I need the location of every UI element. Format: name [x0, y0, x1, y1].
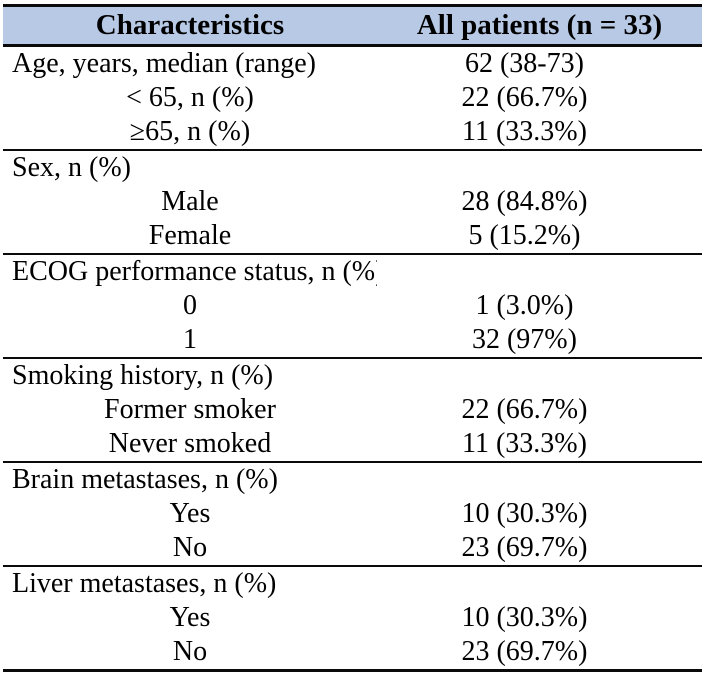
row-value: 62 (38-73) — [464, 48, 584, 79]
row-value: 22 (66.7%) — [461, 394, 588, 425]
row-label: ECOG performance status, n (%) — [3, 253, 377, 289]
row-value: 32 (97%) — [471, 324, 577, 355]
row-label: ≥65, n (%) — [129, 116, 251, 147]
row-label: Liver metastases, n (%) — [3, 565, 377, 601]
row-label: Age, years, median (range) — [12, 48, 316, 79]
row-value: 23 (69.7%) — [376, 635, 702, 672]
table-row: ECOG performance status, n (%) — [3, 253, 702, 289]
row-value: 10 (30.3%) — [461, 498, 588, 529]
table-body: Age, years, median (range) 62 (38-73) < 65… — [3, 46, 702, 672]
table-row: Never smoked 11 (33.3%) — [3, 427, 702, 462]
table-row: Sex, n (%) — [3, 149, 702, 185]
row-label: < 65, n (%) — [126, 82, 254, 113]
table-header: Characteristics All patients (n = 33) — [3, 4, 702, 47]
row-label: Yes — [169, 602, 211, 633]
row-value: 11 (33.3%) — [462, 428, 587, 459]
row-value: 1 (3.0%) — [475, 290, 574, 321]
row-value — [376, 149, 702, 185]
row-label: 1 — [182, 324, 197, 355]
row-label: Female — [148, 220, 232, 251]
row-value — [376, 461, 702, 497]
row-value: 11 (33.3%) — [462, 116, 587, 147]
table-row: No 23 (69.7%) — [3, 635, 702, 672]
row-value: 5 (15.2%) — [468, 220, 581, 251]
row-label: Sex, n (%) — [3, 149, 377, 185]
row-label: 0 — [182, 290, 197, 321]
table-row: No 23 (69.7%) — [3, 531, 702, 566]
characteristics-table: Characteristics All patients (n = 33) Ag… — [3, 4, 702, 672]
table-row: Smoking history, n (%) — [3, 357, 702, 393]
table-row: Yes 10 (30.3%) — [3, 601, 702, 635]
row-label: Former smoker — [104, 394, 276, 425]
row-value: 28 (84.8%) — [461, 186, 588, 217]
row-value: 10 (30.3%) — [461, 602, 588, 633]
table-row: Liver metastases, n (%) — [3, 565, 702, 601]
table-row: 1 32 (97%) — [3, 323, 702, 358]
patient-characteristics-table: Characteristics All patients (n = 33) Ag… — [3, 4, 702, 672]
table-row: Yes 10 (30.3%) — [3, 497, 702, 531]
table-row: Brain metastases, n (%) — [3, 461, 702, 497]
header-cell-characteristics: Characteristics — [3, 4, 377, 47]
table-row: 0 1 (3.0%) — [3, 289, 702, 323]
row-label: No — [3, 635, 377, 672]
row-value — [376, 253, 702, 289]
row-label: Male — [161, 186, 219, 217]
table-row: Female 5 (15.2%) — [3, 219, 702, 254]
table-row: < 65, n (%) 22 (66.7%) — [3, 81, 702, 115]
table-row: Age, years, median (range) 62 (38-73) — [3, 46, 702, 82]
row-value: 23 (69.7%) — [461, 532, 588, 563]
row-value — [376, 565, 702, 601]
table-row: Former smoker 22 (66.7%) — [3, 393, 702, 427]
header-cell-all-patients: All patients (n = 33) — [376, 4, 702, 47]
table-row: ≥65, n (%) 11 (33.3%) — [3, 115, 702, 150]
row-value — [376, 357, 702, 393]
header-row: Characteristics All patients (n = 33) — [3, 4, 702, 47]
row-value: 22 (66.7%) — [461, 82, 588, 113]
table-row: Male 28 (84.8%) — [3, 185, 702, 219]
row-label: Smoking history, n (%) — [3, 357, 377, 393]
row-label: Never smoked — [108, 428, 272, 459]
row-label: No — [172, 532, 208, 563]
row-label: Yes — [169, 498, 211, 529]
row-label: Brain metastases, n (%) — [3, 461, 377, 497]
